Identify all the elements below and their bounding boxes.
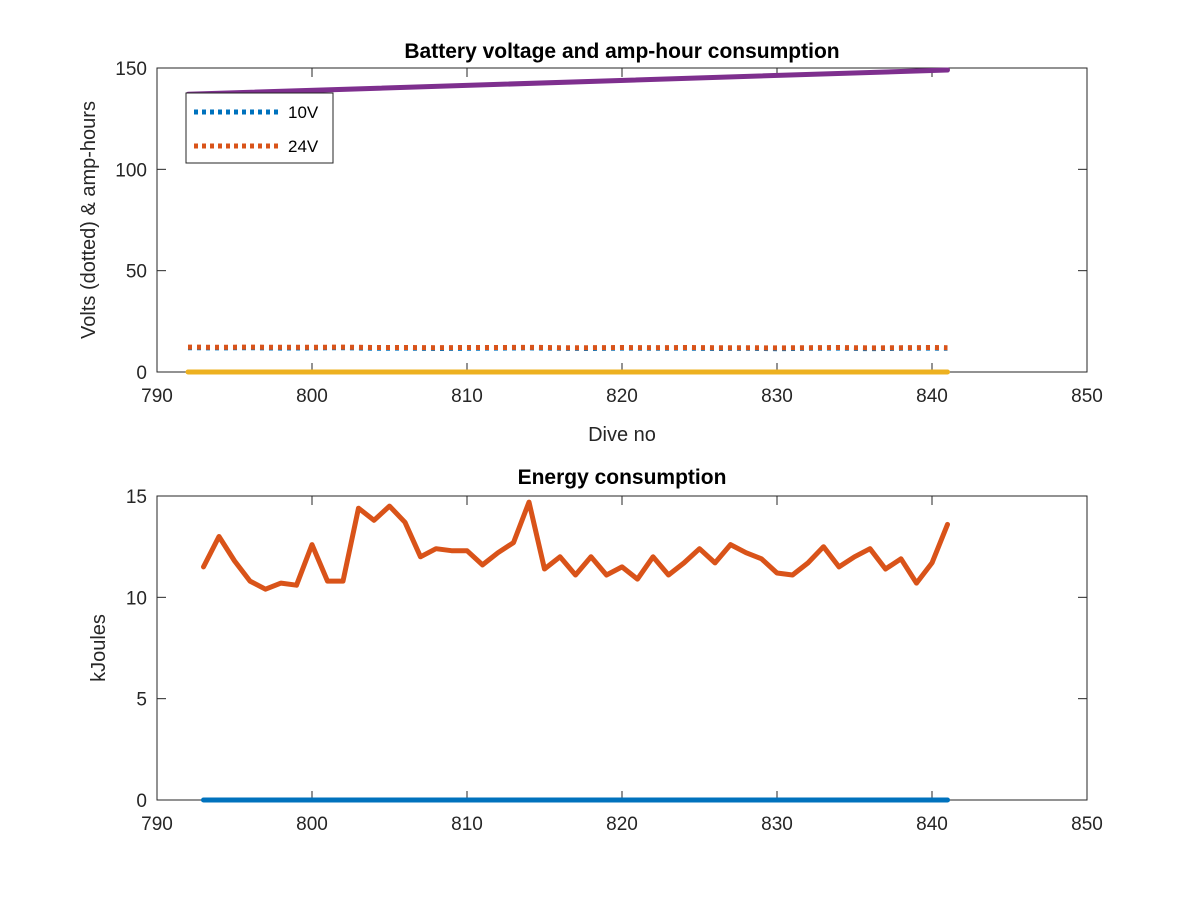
legend-entry-10v: 10V xyxy=(288,103,319,122)
energy-x-tick-label: 810 xyxy=(451,814,483,835)
battery-x-tick-label: 800 xyxy=(296,386,328,407)
energy-y-tick-label: 0 xyxy=(136,791,147,812)
energy-x-tick-label: 850 xyxy=(1071,814,1103,835)
energy-y-axis-label: kJoules xyxy=(88,614,110,682)
energy-x-tick-label: 830 xyxy=(761,814,793,835)
battery-x-axis-label: Dive no xyxy=(588,424,656,446)
battery-y-tick-label: 150 xyxy=(115,59,147,80)
battery-series-line-3 xyxy=(185,67,950,97)
battery-legend: 10V 24V xyxy=(185,92,334,164)
energy-x-tick-label: 800 xyxy=(296,814,328,835)
battery-x-tick-label: 810 xyxy=(451,386,483,407)
legend-entry-24v: 24V xyxy=(288,137,319,156)
battery-y-axis-label: Volts (dotted) & amp-hours xyxy=(78,101,100,339)
energy-x-tick-label: 790 xyxy=(141,814,173,835)
battery-y-tick-label: 0 xyxy=(136,363,147,384)
battery-y-tick-label: 50 xyxy=(126,262,147,283)
battery-x-tick-label: 830 xyxy=(761,386,793,407)
energy-x-tick-label: 820 xyxy=(606,814,638,835)
battery-axes: Battery voltage and amp-hour consumption… xyxy=(78,40,1103,446)
battery-x-tick-label: 850 xyxy=(1071,386,1103,407)
battery-x-tick-label: 840 xyxy=(916,386,948,407)
battery-x-tick-label: 790 xyxy=(141,386,173,407)
energy-series-line-0 xyxy=(201,499,950,592)
energy-chart-title: Energy consumption xyxy=(518,466,727,489)
energy-x-tick-label: 840 xyxy=(916,814,948,835)
energy-ticks: 790 800 810 820 830 840 850 0 5 10 15 xyxy=(126,487,1103,835)
energy-y-tick-label: 10 xyxy=(126,588,147,609)
energy-y-tick-label: 15 xyxy=(126,487,147,508)
energy-y-tick-label: 5 xyxy=(136,690,147,711)
legend-box xyxy=(185,92,334,164)
battery-series-line-24v xyxy=(187,344,948,351)
energy-axes-box xyxy=(156,495,1088,801)
battery-x-tick-label: 820 xyxy=(606,386,638,407)
battery-series xyxy=(185,67,950,375)
battery-chart-title: Battery voltage and amp-hour consumption xyxy=(404,40,839,63)
energy-series xyxy=(201,499,950,803)
battery-y-tick-label: 100 xyxy=(115,160,147,181)
energy-axes: Energy consumption kJoules 790 800 810 820 8… xyxy=(88,466,1103,835)
